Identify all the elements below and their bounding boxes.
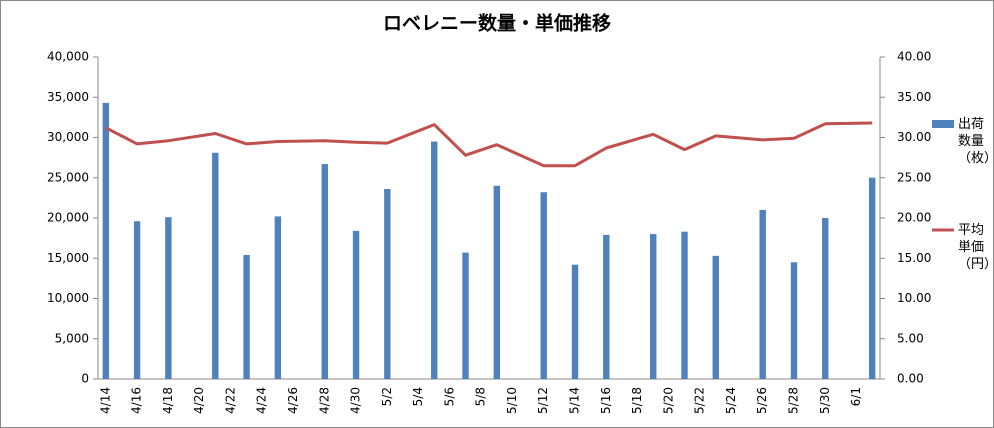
bar	[822, 218, 829, 379]
x-tick-label: 6/1	[849, 387, 863, 406]
y2-tick-label: 15.00	[897, 251, 931, 265]
bar	[165, 217, 172, 379]
bar	[384, 189, 391, 379]
bar	[462, 252, 469, 379]
bar	[790, 262, 798, 379]
x-tick-label: 4/28	[317, 387, 331, 414]
bar	[712, 255, 719, 379]
y2-tick-label: 10.00	[897, 291, 931, 305]
x-tick-label: 5/10	[505, 387, 519, 414]
x-tick-label: 4/30	[349, 387, 363, 414]
x-tick-label: 5/18	[630, 387, 644, 414]
y2-tick-label: 5.00	[897, 331, 924, 345]
bar	[681, 231, 688, 379]
bar	[352, 230, 360, 379]
y-tick-label: 15,000	[47, 251, 89, 265]
y-tick-label: 35,000	[47, 90, 89, 104]
x-tick-label: 5/16	[599, 387, 613, 414]
y-tick-label: 40,000	[47, 50, 89, 64]
y-tick-label: 10,000	[47, 291, 89, 305]
y2-tick-label: 35.00	[897, 90, 931, 104]
x-tick-label: 5/2	[380, 387, 394, 406]
y2-tick-label: 20.00	[897, 211, 931, 225]
x-tick-label: 4/16	[130, 387, 144, 414]
bar	[571, 264, 579, 379]
x-tick-label: 4/18	[161, 387, 175, 414]
x-tick-label: 5/12	[536, 387, 550, 414]
bar	[650, 234, 657, 379]
bar	[868, 177, 876, 379]
bar	[274, 216, 282, 379]
x-tick-label: 4/24	[255, 387, 269, 414]
legend-swatch	[932, 120, 954, 128]
x-tick-label: 5/22	[693, 387, 707, 414]
bar	[540, 192, 547, 379]
x-tick-label: 4/22	[223, 387, 237, 414]
x-tick-label: 5/14	[568, 387, 582, 414]
bar	[493, 185, 501, 379]
x-tick-label: 5/4	[411, 387, 425, 406]
y-tick-label: 30,000	[47, 130, 89, 144]
x-tick-label: 5/24	[724, 387, 738, 414]
bar	[212, 152, 219, 379]
y2-tick-label: 0.00	[897, 372, 924, 386]
legend-label: 平均 単価 （円）	[958, 223, 994, 272]
bar	[431, 141, 438, 379]
line	[105, 121, 873, 168]
chart-title: ロベレニー数量・単価推移	[383, 12, 611, 35]
y-tick-label: 25,000	[47, 170, 89, 184]
x-tick-label: 5/8	[474, 387, 488, 406]
x-tick-label: 5/28	[786, 387, 800, 414]
y-tick-label: 5,000	[55, 331, 89, 345]
bar	[243, 255, 250, 379]
x-tick-label: 5/20	[661, 387, 675, 414]
bar	[102, 102, 110, 379]
y-tick-label: 0	[81, 372, 89, 386]
y2-tick-label: 25.00	[897, 170, 931, 184]
bar	[603, 234, 610, 379]
x-tick-label: 5/6	[442, 387, 456, 406]
bar	[759, 209, 766, 379]
x-tick-label: 5/26	[755, 387, 769, 414]
x-tick-label: 5/30	[818, 387, 832, 414]
x-tick-label: 4/20	[192, 387, 206, 414]
bar	[321, 164, 328, 379]
bar	[133, 221, 141, 379]
y-tick-label: 20,000	[47, 211, 89, 225]
y2-tick-label: 40.00	[897, 50, 931, 64]
y2-tick-label: 30.00	[897, 130, 931, 144]
x-tick-label: 4/26	[286, 387, 300, 414]
legend-label: 出荷 数量 （枚）	[958, 117, 994, 166]
x-tick-label: 4/14	[98, 387, 112, 414]
